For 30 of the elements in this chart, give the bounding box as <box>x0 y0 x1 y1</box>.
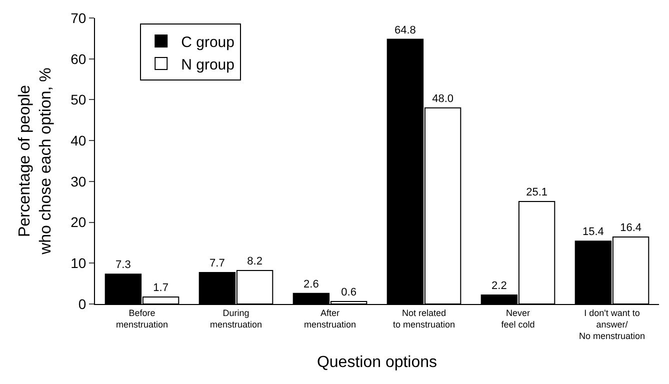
x-tick-label: Not related to menstruation <box>392 308 456 330</box>
data-label: 0.6 <box>341 286 356 299</box>
legend-label: N group <box>181 56 234 74</box>
data-label: 7.7 <box>210 258 225 270</box>
y-tick-label: 60 <box>70 50 86 67</box>
x-tick-label: Never feel cold <box>501 308 535 330</box>
y-tick-label: 40 <box>70 132 86 148</box>
data-label: 48.0 <box>432 92 454 105</box>
x-tick-label: During menstruation <box>210 308 262 330</box>
y-tick-label: 70 <box>70 10 86 26</box>
data-label: 15.4 <box>582 226 604 238</box>
y-tick-label: 30 <box>70 173 86 190</box>
x-tick-label: Before menstruation <box>116 308 168 330</box>
y-tick-label: 0 <box>78 296 86 312</box>
data-label: 8.2 <box>247 256 262 268</box>
data-label: 16.4 <box>620 222 642 234</box>
x-axis-title: Question options <box>316 354 438 371</box>
x-tick-label: I don't want to answer/ No menstruation <box>578 308 646 342</box>
data-label: 1.7 <box>153 282 168 294</box>
y-tick-label: 10 <box>70 255 86 272</box>
legend-label: C group <box>181 34 234 51</box>
y-tick-label: 20 <box>70 214 86 230</box>
data-label: 25.1 <box>526 186 548 198</box>
data-label: 2.6 <box>304 278 319 290</box>
data-label: 7.3 <box>116 259 131 272</box>
x-tick-label: After menstruation <box>304 308 356 330</box>
data-label: 2.2 <box>492 280 507 292</box>
data-label: 64.8 <box>394 24 416 36</box>
y-axis-title: Percentage of people who chose each option, % <box>16 68 55 256</box>
y-tick-label: 50 <box>70 92 86 108</box>
